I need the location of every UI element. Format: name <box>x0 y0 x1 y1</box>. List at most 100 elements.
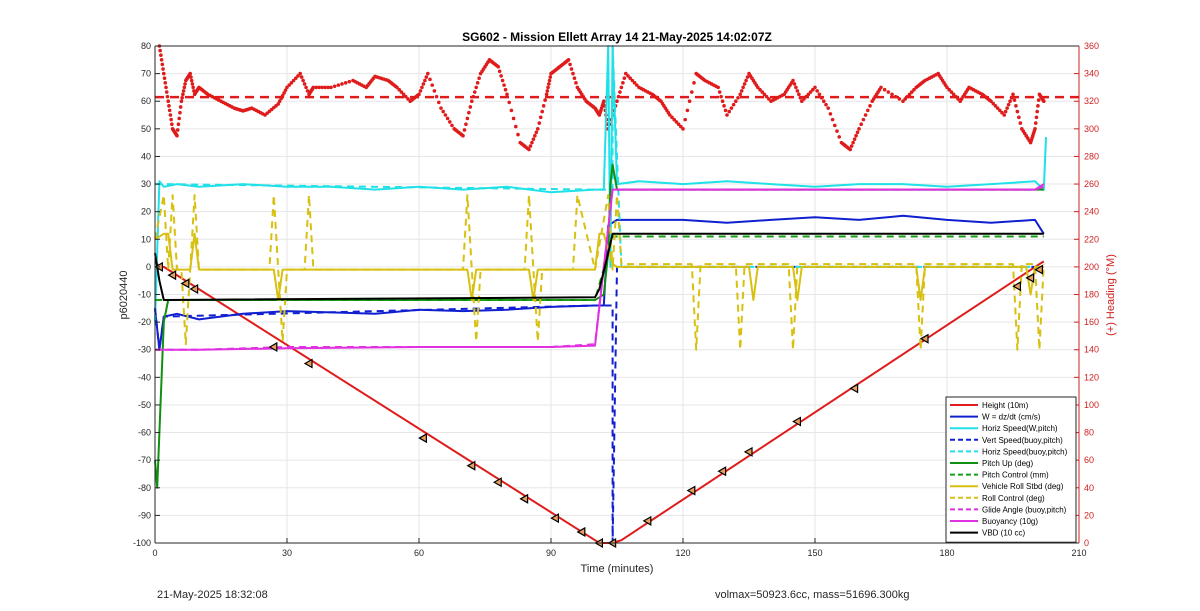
heading-point <box>294 76 298 81</box>
series-layer <box>154 44 1079 549</box>
heading-point <box>543 98 547 102</box>
y-tick-label: 10 <box>141 234 151 244</box>
legend-label: Vehicle Roll Stbd (deg) <box>982 482 1064 491</box>
heading-point <box>424 75 429 79</box>
heading-point <box>191 85 195 90</box>
y-tick-label: 70 <box>141 69 151 79</box>
heading-point <box>189 75 193 79</box>
heading-point <box>320 85 325 90</box>
height-marker <box>919 333 929 344</box>
heading-point <box>811 87 815 92</box>
heading-point <box>685 108 690 113</box>
heading-point <box>445 116 450 121</box>
footer-timestamp: 21-May-2025 18:32:08 <box>157 589 268 601</box>
heading-point <box>162 76 167 81</box>
heading-point <box>828 112 833 116</box>
height-marker <box>466 460 476 471</box>
heading-point <box>1033 127 1037 131</box>
heading-point <box>340 82 344 86</box>
heading-point <box>739 89 744 93</box>
heading-point <box>792 82 797 86</box>
y-axis-label: p6020440 <box>118 271 130 320</box>
heading-point <box>178 110 182 115</box>
heading-point <box>813 85 817 90</box>
height-marker <box>519 493 529 504</box>
heading-point <box>167 104 171 108</box>
heading-point <box>477 76 481 81</box>
y-tick-label: 0 <box>146 262 151 272</box>
heading-point <box>329 85 333 90</box>
heading-point <box>863 113 868 117</box>
heading-point <box>323 85 327 90</box>
axes: 0 30 60 90 120 150 180 210-100-90-80-70-60-50-4… <box>133 41 1099 558</box>
y-right-tick-label: 200 <box>1084 262 1099 272</box>
heading-point <box>574 81 578 85</box>
heading-point <box>602 99 606 104</box>
series-line <box>154 194 1045 351</box>
heading-point <box>541 104 546 108</box>
y-tick-label: -30 <box>138 345 151 355</box>
heading-point <box>857 127 861 131</box>
y-tick-label: -80 <box>138 483 151 493</box>
height-marker <box>1012 281 1022 292</box>
heading-point <box>630 78 635 83</box>
height-marker <box>743 446 753 457</box>
heading-point <box>314 85 319 90</box>
heading-point <box>496 64 501 69</box>
heading-point <box>817 92 822 97</box>
heading-point <box>305 89 310 93</box>
heading-point <box>298 71 303 76</box>
y-tick-label: 30 <box>141 179 151 189</box>
heading-point <box>855 130 860 135</box>
heading-point <box>798 95 803 100</box>
heading-point <box>615 99 619 104</box>
heading-point <box>467 110 471 115</box>
heading-point <box>536 127 540 131</box>
heading-point <box>901 99 905 104</box>
y-tick-label: 40 <box>141 151 151 161</box>
heading-point <box>159 58 164 62</box>
heading-point <box>497 69 502 74</box>
heading-point <box>854 133 858 138</box>
legend-label: Horiz Speed(buoy,pitch) <box>982 447 1068 456</box>
heading-point <box>731 102 736 107</box>
heading-point <box>717 90 722 94</box>
legend-label: Pitch Control (mm) <box>982 471 1049 480</box>
heading-point <box>1036 98 1041 102</box>
heading-point <box>692 81 696 85</box>
footer-mass-info: volmax=50923.6cc, mass=51696.300kg <box>715 589 910 601</box>
series-line <box>154 214 1045 351</box>
heading-point <box>566 58 571 62</box>
height-marker <box>1025 272 1035 283</box>
heading-point <box>758 87 762 92</box>
heading-point <box>421 82 426 86</box>
heading-point <box>465 116 470 121</box>
y-right-tick-label: 220 <box>1084 234 1099 244</box>
y-tick-label: -50 <box>138 400 151 410</box>
heading-point <box>164 85 168 90</box>
heading-point <box>277 99 282 104</box>
heading-point <box>905 94 910 99</box>
heading-point <box>868 104 872 108</box>
heading-point <box>158 48 162 53</box>
heading-point <box>430 83 435 87</box>
heading-point <box>283 88 288 92</box>
heading-point <box>547 78 552 83</box>
legend-label: Vert Speed(buoy,pitch) <box>982 436 1063 445</box>
heading-point <box>464 122 468 127</box>
heading-point <box>1006 102 1011 107</box>
heading-point <box>448 120 452 124</box>
legend: Height (10m) W = dz/dt (cm/s) Horiz Speed(… <box>945 396 1077 543</box>
height-marker <box>167 270 177 281</box>
y-right-tick-label: 40 <box>1084 483 1094 493</box>
heading-point <box>848 147 852 152</box>
heading-point <box>897 97 902 101</box>
x-tick-label: 180 <box>939 548 954 558</box>
heading-point <box>890 92 894 97</box>
heading-point <box>434 94 439 99</box>
heading-point <box>437 100 441 105</box>
heading-point <box>893 94 898 99</box>
heading-point <box>468 105 473 109</box>
heading-point <box>635 83 639 87</box>
heading-point <box>800 99 804 104</box>
